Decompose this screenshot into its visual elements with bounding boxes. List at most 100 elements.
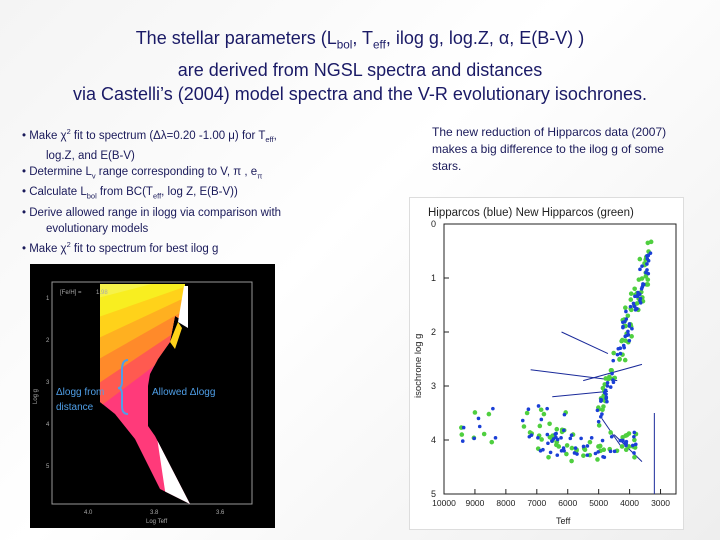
- point-new-hipparcos: [486, 411, 492, 417]
- point-new-hipparcos: [537, 423, 543, 429]
- point-hipparcos: [632, 304, 637, 308]
- point-hipparcos: [553, 432, 558, 436]
- point-new-hipparcos: [597, 443, 603, 449]
- hipparcos-chart: Hipparcos (blue) New Hipparcos (green) i…: [409, 197, 684, 530]
- point-new-hipparcos: [620, 435, 626, 440]
- point-hipparcos: [631, 301, 636, 306]
- point-hipparcos: [604, 395, 609, 400]
- bullet-best-logg: • Make χ2 fit to spectrum for best ilog …: [22, 239, 219, 255]
- allowed-range-brace: [117, 359, 129, 415]
- point-hipparcos: [646, 271, 651, 276]
- point-hipparcos: [559, 449, 564, 453]
- point-hipparcos: [608, 449, 613, 454]
- point-hipparcos: [639, 287, 644, 291]
- point-new-hipparcos: [629, 307, 634, 313]
- point-new-hipparcos: [546, 454, 551, 460]
- point-hipparcos: [598, 414, 603, 419]
- point-hipparcos: [627, 338, 632, 343]
- point-hipparcos: [555, 453, 560, 457]
- point-hipparcos: [461, 425, 466, 430]
- bullet-lbol: • Calculate Lbol from BC(Teff, log Z, E(…: [22, 186, 238, 201]
- point-hipparcos: [550, 439, 554, 443]
- point-hipparcos: [546, 441, 550, 446]
- point-new-hipparcos: [547, 435, 553, 440]
- point-hipparcos: [548, 450, 553, 455]
- point-hipparcos: [595, 408, 600, 413]
- point-hipparcos: [609, 434, 614, 439]
- point-new-hipparcos: [619, 337, 625, 343]
- point-hipparcos: [640, 264, 644, 268]
- annot-distance: distance: [56, 402, 94, 413]
- point-hipparcos: [611, 358, 616, 363]
- point-hipparcos: [630, 443, 635, 448]
- point-hipparcos: [603, 388, 608, 393]
- point-hipparcos: [581, 444, 586, 449]
- point-hipparcos: [579, 436, 583, 441]
- point-new-hipparcos: [539, 437, 544, 442]
- x-tick-label: 9000: [465, 498, 484, 508]
- point-hipparcos: [520, 418, 525, 423]
- point-hipparcos: [575, 452, 579, 456]
- fan-spike: [170, 286, 188, 349]
- y-tick-label: 1: [431, 273, 436, 283]
- point-hipparcos: [585, 453, 590, 457]
- point-hipparcos: [622, 319, 627, 324]
- point-new-hipparcos: [554, 426, 560, 432]
- y-tick-label: 0: [431, 219, 436, 229]
- x-tick-label: 3000: [651, 498, 670, 508]
- isochrone-fan: [100, 284, 190, 504]
- point-hipparcos: [633, 442, 638, 447]
- point-hipparcos: [620, 438, 624, 443]
- point-hipparcos: [460, 439, 465, 443]
- isochrone-plot: [Fe/H] = 1.98 1 2 3 4 5 Log g 4.0 3.8 3.…: [30, 264, 275, 528]
- point-hipparcos: [638, 298, 642, 303]
- x-tick-label: 7000: [527, 498, 546, 508]
- point-new-hipparcos: [538, 407, 544, 413]
- point-new-hipparcos: [541, 411, 547, 417]
- point-hipparcos: [621, 324, 625, 329]
- point-hipparcos: [541, 447, 545, 452]
- point-new-hipparcos: [637, 256, 643, 262]
- y-tick: 5: [46, 464, 50, 470]
- point-new-hipparcos: [639, 276, 645, 281]
- point-hipparcos: [623, 334, 628, 339]
- point-hipparcos: [526, 407, 531, 412]
- point-hipparcos: [555, 437, 560, 442]
- point-hipparcos: [472, 436, 476, 441]
- point-hipparcos: [624, 309, 628, 314]
- chart-links: [530, 331, 655, 494]
- method-bullet-list: • Make χ2 fit to spectrum (Δλ=0.20 -1.00…: [22, 124, 367, 257]
- link-line: [561, 331, 609, 355]
- point-hipparcos: [491, 406, 495, 411]
- point-new-hipparcos: [622, 357, 628, 363]
- point-hipparcos: [561, 446, 566, 450]
- point-new-hipparcos: [625, 313, 631, 319]
- point-hipparcos: [621, 343, 626, 348]
- point-new-hipparcos: [564, 451, 569, 457]
- chart-points: [459, 239, 654, 464]
- y-tick: 3: [46, 380, 50, 386]
- point-new-hipparcos: [619, 444, 625, 449]
- point-hipparcos: [628, 304, 633, 309]
- point-hipparcos: [618, 351, 623, 356]
- point-new-hipparcos: [524, 410, 530, 416]
- point-hipparcos: [601, 454, 605, 459]
- x-tick-label: 6000: [558, 498, 577, 508]
- chart-title: Hipparcos (blue) New Hipparcos (green): [428, 207, 634, 219]
- point-hipparcos: [562, 449, 566, 453]
- title-line-1: The stellar parameters (Lbol, Teff, ilog…: [135, 28, 585, 52]
- point-hipparcos: [477, 424, 482, 429]
- point-hipparcos: [605, 384, 610, 388]
- point-hipparcos: [605, 380, 610, 385]
- x-tick: 3.8: [150, 510, 159, 516]
- y-tick-label: 2: [431, 327, 436, 337]
- point-new-hipparcos: [617, 357, 622, 362]
- point-new-hipparcos: [581, 453, 586, 458]
- point-new-hipparcos: [609, 368, 614, 373]
- point-hipparcos: [536, 436, 540, 440]
- isochrone-y-ticks: 1 2 3 4 5: [46, 296, 50, 470]
- isochrone-axes: [51, 281, 253, 505]
- point-hipparcos: [559, 436, 563, 440]
- point-hipparcos: [562, 412, 567, 417]
- y-tick-label: 3: [431, 381, 436, 391]
